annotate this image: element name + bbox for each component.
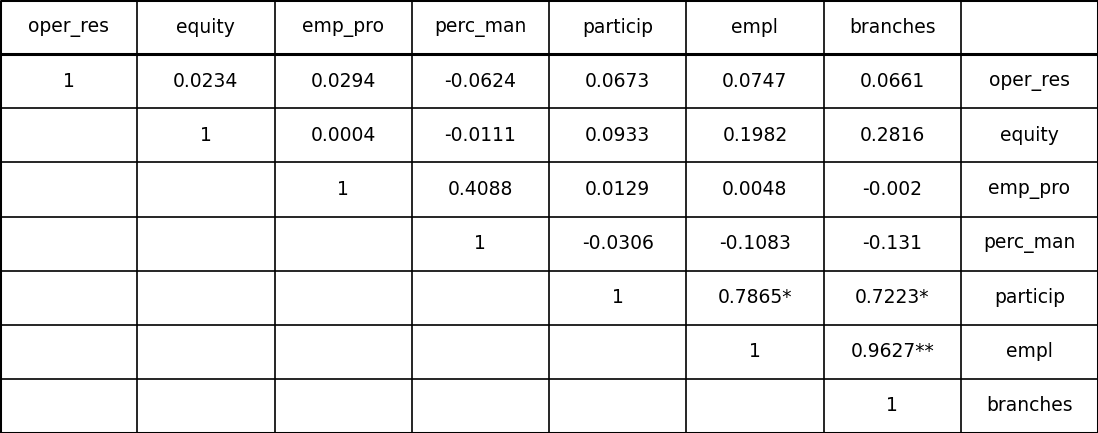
Text: -0.0111: -0.0111 [445, 126, 516, 145]
Text: 0.0234: 0.0234 [173, 72, 238, 90]
Text: oper_res: oper_res [29, 18, 109, 36]
Text: equity: equity [177, 18, 235, 36]
Text: 0.0294: 0.0294 [311, 72, 376, 90]
Text: 1: 1 [886, 397, 898, 415]
Text: 0.0673: 0.0673 [585, 72, 650, 90]
Text: branches: branches [986, 397, 1073, 415]
Text: equity: equity [1000, 126, 1058, 145]
Text: 1: 1 [63, 72, 75, 90]
Text: particip: particip [994, 288, 1065, 307]
Text: emp_pro: emp_pro [988, 180, 1071, 199]
Text: 0.0129: 0.0129 [585, 180, 650, 199]
Text: empl: empl [1006, 343, 1053, 361]
Text: perc_man: perc_man [983, 234, 1076, 253]
Text: 0.1982: 0.1982 [722, 126, 787, 145]
Text: 1: 1 [612, 288, 624, 307]
Text: -0.0306: -0.0306 [582, 234, 653, 253]
Text: 0.9627**: 0.9627** [850, 343, 934, 361]
Text: -0.1083: -0.1083 [719, 234, 791, 253]
Text: empl: empl [731, 18, 778, 36]
Text: 0.7223*: 0.7223* [855, 288, 929, 307]
Text: perc_man: perc_man [434, 18, 527, 36]
Text: 0.0933: 0.0933 [585, 126, 650, 145]
Text: -0.131: -0.131 [862, 234, 922, 253]
Text: 1: 1 [749, 343, 761, 361]
Text: 0.0048: 0.0048 [722, 180, 787, 199]
Text: 0.0004: 0.0004 [311, 126, 376, 145]
Text: 0.4088: 0.4088 [448, 180, 513, 199]
Text: -0.0624: -0.0624 [445, 72, 516, 90]
Text: -0.002: -0.002 [862, 180, 922, 199]
Text: 0.0747: 0.0747 [722, 72, 787, 90]
Text: oper_res: oper_res [989, 72, 1069, 90]
Text: particip: particip [582, 18, 653, 36]
Text: 0.7865*: 0.7865* [718, 288, 792, 307]
Text: branches: branches [849, 18, 935, 36]
Text: 0.2816: 0.2816 [860, 126, 925, 145]
Text: 0.0661: 0.0661 [860, 72, 925, 90]
Text: emp_pro: emp_pro [302, 18, 384, 36]
Text: 1: 1 [200, 126, 212, 145]
Text: 1: 1 [474, 234, 486, 253]
Text: 1: 1 [337, 180, 349, 199]
